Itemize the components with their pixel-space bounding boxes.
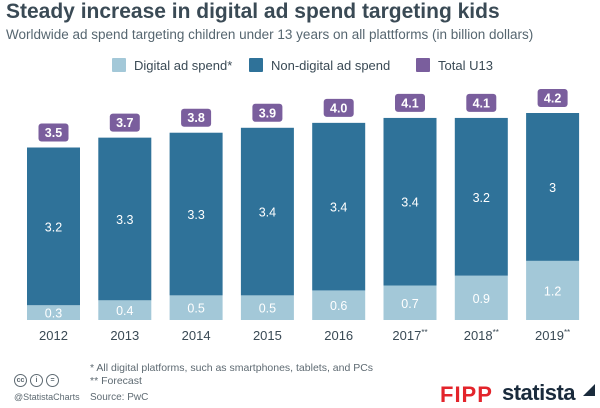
bar-non-digital-5 xyxy=(383,117,437,286)
bar-non-digital-0 xyxy=(27,147,80,306)
bar-non-digital-1 xyxy=(98,137,152,301)
bar-digital-1 xyxy=(98,300,152,320)
x-tick-label-3: 2015 xyxy=(253,328,282,343)
total-label-3: 3.9 xyxy=(259,106,276,120)
x-tick-label-7: 2019** xyxy=(535,328,570,343)
bar-digital-6 xyxy=(454,275,508,320)
license-icons: cc i = xyxy=(14,374,62,387)
x-tick-label-5: 2017** xyxy=(392,328,427,343)
bar-non-digital-2 xyxy=(169,132,223,296)
bar-digital-2 xyxy=(169,295,223,320)
bar-non-digital-7 xyxy=(526,113,580,261)
total-badge-0 xyxy=(38,123,69,142)
x-tick-label-6: 2018** xyxy=(464,328,499,343)
bar-digital-7 xyxy=(526,260,580,320)
statista-logo: statista xyxy=(502,380,576,405)
fipp-logo: FIPP xyxy=(440,382,493,407)
total-label-4: 4.0 xyxy=(330,101,347,115)
bar-digital-0 xyxy=(27,305,80,320)
statista-logo-mark-icon xyxy=(583,384,595,396)
total-badge-3 xyxy=(252,103,283,122)
bar-non-digital-4 xyxy=(312,122,366,291)
source-note: Source: PwC xyxy=(90,392,149,403)
x-tick-label-1: 2013 xyxy=(110,328,139,343)
data-label-non-digital-2: 3.3 xyxy=(187,208,204,222)
data-label-digital-6: 0.9 xyxy=(473,292,490,306)
bar-non-digital-3 xyxy=(240,127,294,296)
legend-item-total: Total U13 xyxy=(416,57,493,73)
data-label-non-digital-4: 3.4 xyxy=(330,201,347,215)
bar-digital-5 xyxy=(383,285,437,320)
legend-item-non-digital: Non-digital ad spend xyxy=(249,57,390,73)
x-tick-label-2: 2014 xyxy=(182,328,211,343)
twitter-handle: @StatistaCharts xyxy=(14,392,80,402)
footnotes: * All digital platforms, such as smartph… xyxy=(90,362,373,388)
legend-item-digital: Digital ad spend* xyxy=(112,57,232,73)
x-tick-label-0: 2012 xyxy=(39,328,68,343)
legend-swatch-total xyxy=(416,58,430,72)
stacked-bar-chart: 0.3 3.2 3.5 2012 0.4 3.3 3.7 2013 0.5 3.3 3.8 2014 0… xyxy=(27,89,580,343)
footnote-digital-definition: * All digital platforms, such as smartph… xyxy=(90,362,374,374)
x-tick-label-4: 2016 xyxy=(324,328,353,343)
chart-subtitle: Worldwide ad spend targeting children un… xyxy=(6,27,534,42)
total-label-1: 3.7 xyxy=(116,116,133,130)
data-label-digital-2: 0.5 xyxy=(187,302,204,316)
legend-swatch-non-digital xyxy=(249,58,263,72)
bar-non-digital-6 xyxy=(454,117,508,276)
data-label-digital-1: 0.4 xyxy=(116,304,133,318)
total-label-2: 3.8 xyxy=(187,111,204,125)
data-label-digital-0: 0.3 xyxy=(45,307,62,321)
data-label-digital-3: 0.5 xyxy=(259,302,276,316)
data-label-non-digital-1: 3.3 xyxy=(116,213,133,227)
footnote-forecast: ** Forecast xyxy=(90,375,142,387)
data-label-non-digital-3: 3.4 xyxy=(259,206,276,220)
total-badge-1 xyxy=(109,113,140,132)
total-label-0: 3.5 xyxy=(45,126,62,140)
bar-digital-4 xyxy=(312,290,366,320)
total-label-5: 4.1 xyxy=(401,96,418,110)
chart-title: Steady increase in digital ad spend targ… xyxy=(6,0,500,23)
data-label-non-digital-0: 3.2 xyxy=(45,220,62,234)
total-label-7: 4.2 xyxy=(544,92,561,106)
total-badge-5 xyxy=(395,93,425,112)
data-label-digital-4: 0.6 xyxy=(330,299,347,313)
data-label-digital-5: 0.7 xyxy=(401,297,418,311)
data-label-digital-7: 1.2 xyxy=(544,284,561,298)
legend-label-total: Total U13 xyxy=(438,57,493,73)
total-label-6: 4.1 xyxy=(473,96,490,110)
total-badge-4 xyxy=(323,98,354,117)
legend-label-non-digital: Non-digital ad spend xyxy=(271,57,391,73)
nd-icon: = xyxy=(46,374,59,387)
total-badge-6 xyxy=(466,93,497,112)
total-badge-7 xyxy=(537,89,568,107)
data-label-non-digital-6: 3.2 xyxy=(473,191,490,205)
legend-swatch-digital xyxy=(112,58,126,72)
bar-digital-3 xyxy=(240,295,294,320)
by-icon: i xyxy=(30,374,43,387)
total-badge-2 xyxy=(181,108,212,127)
cc-icon: cc xyxy=(14,374,27,387)
data-label-non-digital-7: 3 xyxy=(549,181,556,195)
legend-label-digital: Digital ad spend* xyxy=(134,57,233,73)
legend: Digital ad spend* Non-digital ad spend T… xyxy=(0,55,600,77)
data-label-non-digital-5: 3.4 xyxy=(401,196,418,210)
